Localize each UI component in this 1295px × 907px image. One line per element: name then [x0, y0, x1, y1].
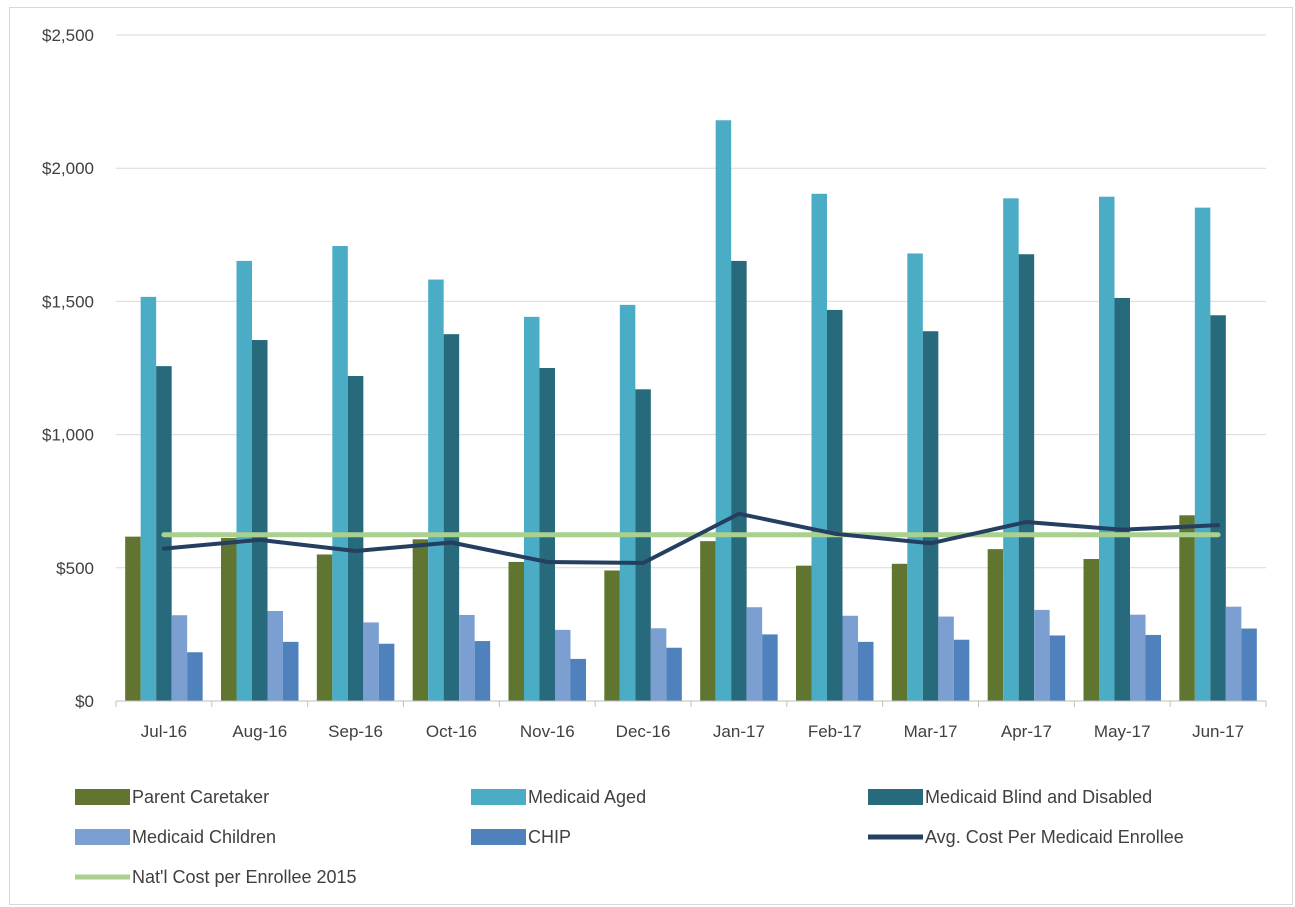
bar	[842, 615, 858, 701]
bar	[1049, 635, 1066, 701]
bar	[412, 539, 429, 701]
legend: Parent Caretaker Medicaid Aged Medicaid Bl…	[75, 787, 1184, 887]
legend-swatch	[75, 829, 130, 845]
bar	[1099, 196, 1115, 701]
bar	[1225, 606, 1242, 701]
bar	[762, 634, 778, 701]
bar	[171, 615, 188, 701]
x-tick-label: Jul-16	[141, 722, 187, 741]
bar	[125, 536, 141, 701]
bar	[746, 607, 763, 701]
y-tick-label: $2,500	[42, 26, 94, 45]
x-tick-label: May-17	[1094, 722, 1151, 741]
legend-label: Medicaid Blind and Disabled	[925, 787, 1152, 807]
legend-swatch	[471, 789, 526, 805]
bar	[474, 641, 491, 701]
bar	[811, 193, 827, 701]
bar	[891, 563, 908, 701]
x-tick-label: Mar-17	[904, 722, 958, 741]
bar	[1083, 559, 1099, 701]
legend-label: Medicaid Aged	[528, 787, 646, 807]
bar	[524, 316, 540, 701]
x-tick-label: Feb-17	[808, 722, 862, 741]
y-tick-label: $500	[56, 559, 94, 578]
legend-label: Parent Caretaker	[132, 787, 269, 807]
legend-label: CHIP	[528, 827, 571, 847]
bar	[922, 331, 939, 701]
chart: $0 $500 $1,000 $1,500 $2,000 $2,500 Jul-16 Aug-…	[42, 26, 1267, 887]
bar	[555, 629, 571, 701]
bar	[700, 541, 716, 701]
bar	[907, 253, 923, 701]
bar	[796, 565, 812, 701]
legend-label: Nat'l Cost per Enrollee 2015	[132, 867, 357, 887]
bar	[938, 616, 954, 701]
bar	[140, 296, 157, 701]
bar	[827, 309, 843, 701]
bar	[1114, 297, 1130, 701]
bar	[1194, 207, 1211, 701]
bar	[731, 260, 747, 701]
y-tick-label: $2,000	[42, 159, 94, 178]
x-tick-label: Jun-17	[1192, 722, 1244, 741]
legend-label: Avg. Cost Per Medicaid Enrollee	[925, 827, 1184, 847]
bar	[1018, 254, 1035, 701]
bar	[1130, 614, 1146, 701]
bar	[221, 537, 237, 701]
x-tick-label: Apr-17	[1001, 722, 1052, 741]
bar	[570, 658, 586, 701]
bar	[332, 245, 348, 701]
bar	[1003, 198, 1019, 701]
lines	[161, 511, 1221, 566]
bar	[1145, 634, 1161, 701]
y-tick-label: $1,500	[42, 292, 94, 311]
bar	[428, 279, 444, 701]
legend-swatch	[868, 789, 923, 805]
bar	[1034, 609, 1050, 701]
bar	[508, 561, 524, 701]
bar	[604, 570, 620, 701]
bar	[347, 375, 364, 701]
x-tick-label: Aug-16	[232, 722, 287, 741]
bar	[635, 389, 651, 701]
bar	[858, 641, 874, 701]
legend-swatch	[75, 789, 130, 805]
y-tick-label: $1,000	[42, 426, 94, 445]
legend-swatch	[471, 829, 526, 845]
bar	[666, 647, 682, 701]
bar	[363, 622, 379, 701]
bar	[283, 641, 299, 701]
bar	[252, 340, 268, 701]
bar	[650, 628, 667, 701]
x-tick-label: Nov-16	[520, 722, 575, 741]
x-tick-label: Oct-16	[426, 722, 477, 741]
chart-area: $0 $500 $1,000 $1,500 $2,000 $2,500 Jul-16 Aug-…	[9, 7, 1293, 905]
bar	[267, 610, 283, 701]
bar	[316, 554, 333, 701]
bars	[125, 120, 1257, 702]
bar	[378, 643, 395, 701]
bar	[1179, 515, 1195, 701]
bar	[443, 334, 460, 701]
axes: $0 $500 $1,000 $1,500 $2,000 $2,500 Jul-16 Aug-…	[42, 26, 1267, 741]
bar	[187, 652, 203, 701]
gridlines	[116, 34, 1266, 569]
bar	[953, 639, 970, 701]
series-line	[161, 511, 1221, 566]
bar	[987, 549, 1004, 701]
bar	[236, 260, 252, 701]
bar	[1210, 315, 1226, 701]
bar	[1241, 628, 1257, 701]
bar	[459, 614, 475, 701]
x-tick-label: Jan-17	[713, 722, 765, 741]
bar	[715, 120, 732, 702]
x-tick-label: Sep-16	[328, 722, 383, 741]
legend-label: Medicaid Children	[132, 827, 276, 847]
bar	[619, 304, 636, 701]
y-tick-label: $0	[75, 692, 94, 711]
x-tick-label: Dec-16	[616, 722, 671, 741]
